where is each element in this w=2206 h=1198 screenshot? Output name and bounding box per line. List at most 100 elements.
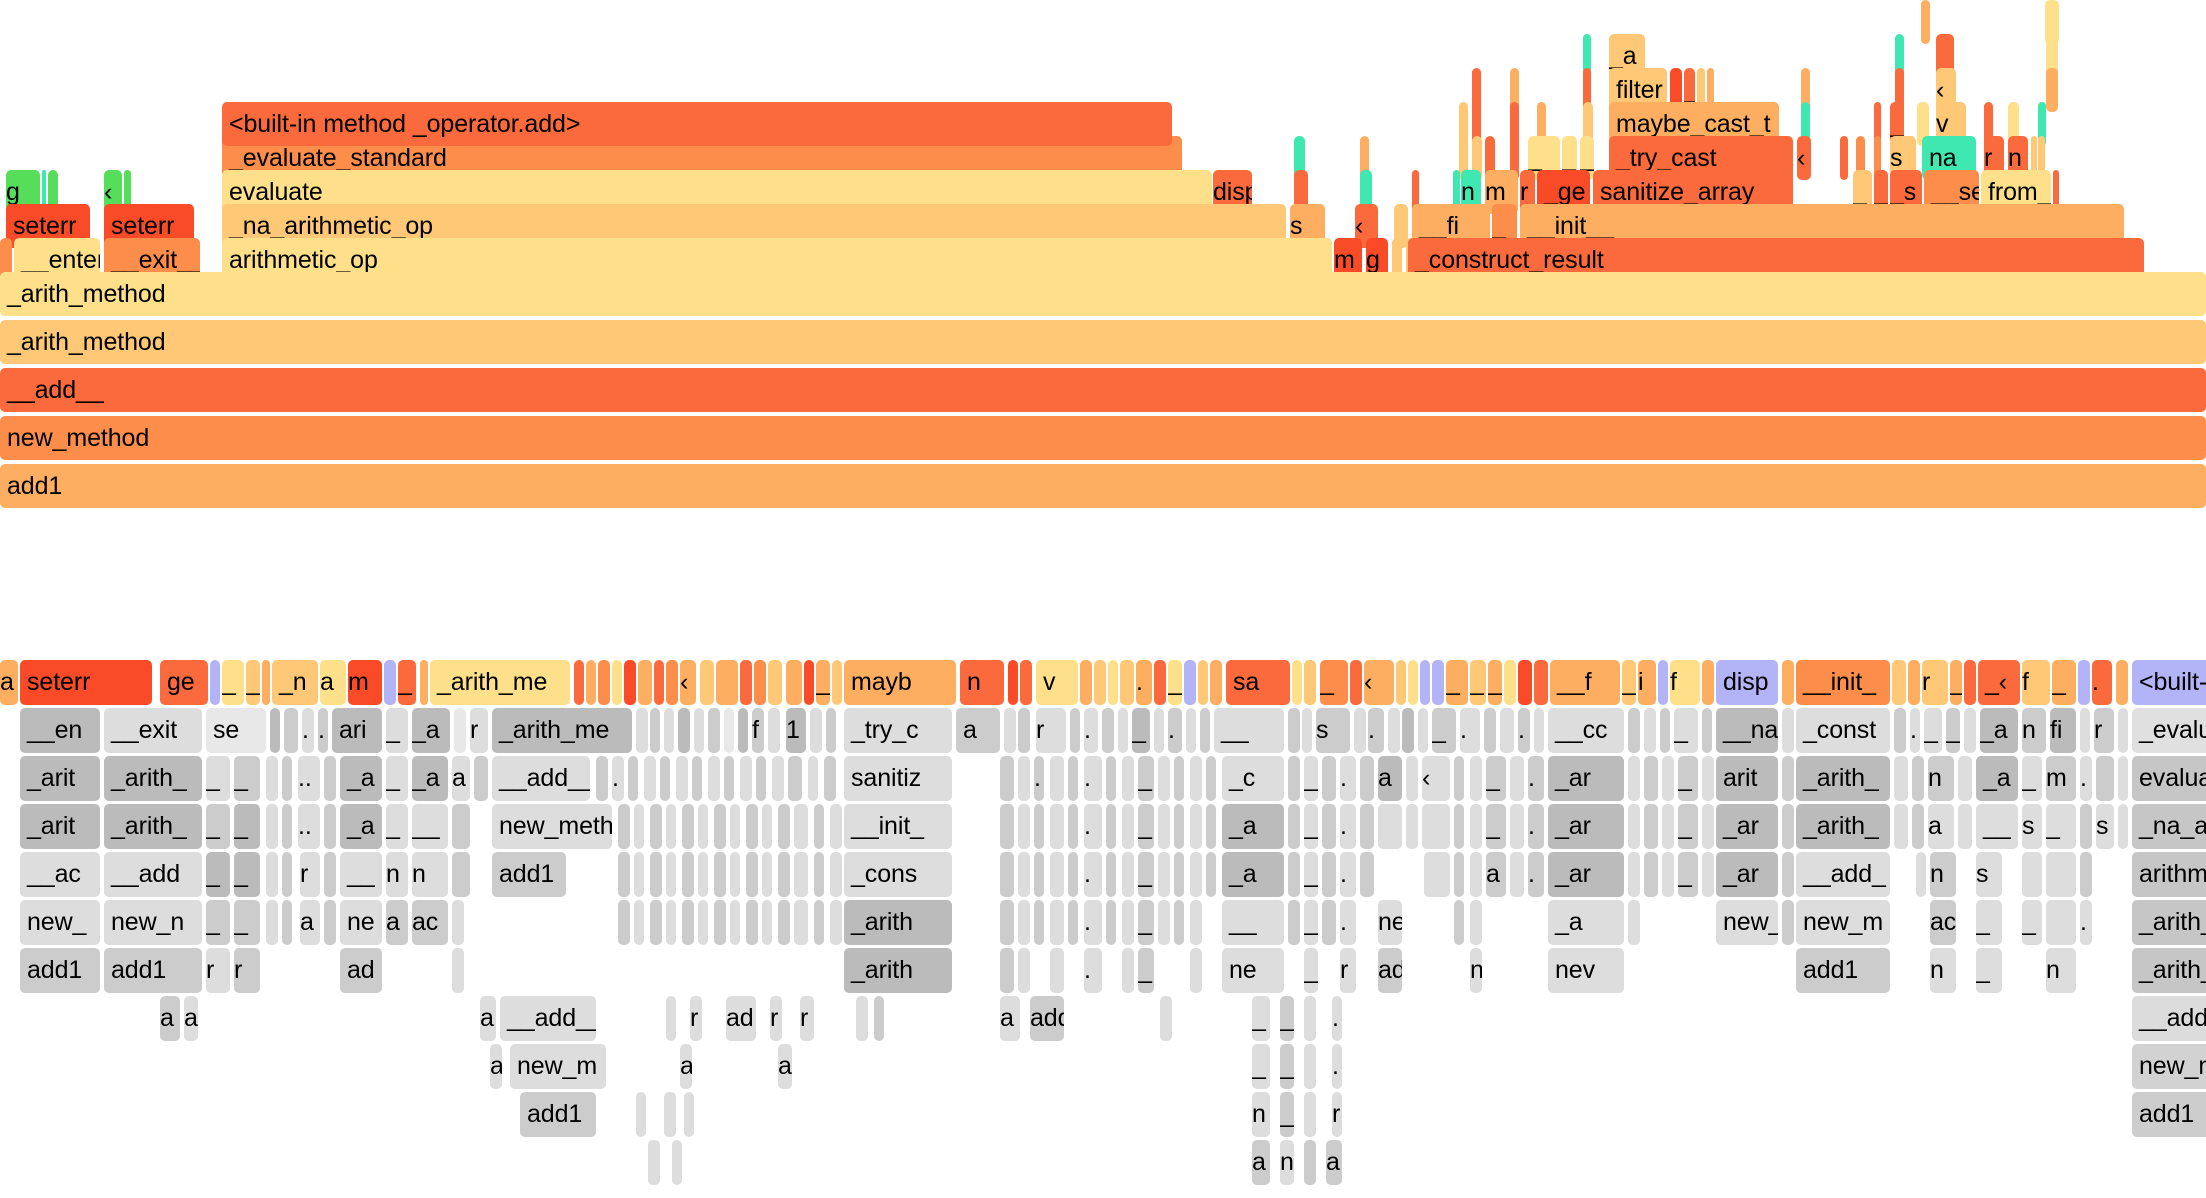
flame-frame[interactable]: arit <box>1716 756 1778 801</box>
flame-frame[interactable]: . <box>318 708 328 753</box>
flame-frame[interactable]: seterr <box>20 660 152 705</box>
flame-frame[interactable] <box>266 756 278 801</box>
flame-frame[interactable] <box>0 238 12 282</box>
flame-frame[interactable] <box>1510 68 1519 112</box>
flame-frame[interactable] <box>778 804 790 849</box>
flame-frame[interactable]: n <box>412 852 448 897</box>
flame-frame[interactable] <box>1018 948 1030 993</box>
flame-frame[interactable]: arithmetic_op <box>2132 852 2206 897</box>
flame-frame[interactable] <box>1782 852 1794 897</box>
flame-frame[interactable] <box>1670 68 1682 112</box>
flame-frame[interactable]: a <box>452 756 470 801</box>
flame-frame[interactable] <box>768 708 780 753</box>
flame-frame[interactable] <box>814 852 824 897</box>
flame-frame[interactable] <box>676 756 688 801</box>
flame-frame[interactable] <box>618 804 630 849</box>
flame-frame[interactable]: new_m <box>510 1044 606 1089</box>
flame-frame[interactable]: new <box>1378 900 1402 945</box>
flame-frame[interactable]: _ <box>1320 660 1348 705</box>
flame-frame[interactable]: s <box>2022 804 2042 849</box>
flame-frame[interactable] <box>1360 170 1372 214</box>
flame-frame[interactable]: a <box>184 996 198 1041</box>
flame-frame[interactable] <box>1154 660 1166 705</box>
flame-frame[interactable] <box>654 660 664 705</box>
flame-frame[interactable] <box>1510 102 1519 146</box>
flame-frame[interactable] <box>2080 804 2092 849</box>
flame-frame[interactable] <box>1874 136 1881 180</box>
flame-frame[interactable]: n <box>1280 1140 1294 1185</box>
flame-frame[interactable] <box>1453 170 1460 214</box>
flame-frame[interactable] <box>624 660 636 705</box>
flame-frame[interactable]: _ <box>1252 1044 1270 1089</box>
flame-frame-hero[interactable]: <built-in method _operator.add> <box>222 102 1172 146</box>
flame-frame[interactable] <box>808 756 818 801</box>
flame-frame[interactable] <box>1378 804 1402 849</box>
flame-frame[interactable] <box>2118 708 2128 753</box>
flame-frame[interactable]: _ <box>1890 102 1904 146</box>
flame-frame[interactable]: __ <box>340 852 382 897</box>
flame-frame[interactable] <box>1360 756 1374 801</box>
flame-frame[interactable] <box>824 756 836 801</box>
flame-frame[interactable] <box>2116 660 2128 705</box>
flame-frame[interactable]: . <box>1136 660 1152 705</box>
flame-frame[interactable]: _arith_ <box>104 804 202 849</box>
flame-frame[interactable] <box>324 804 336 849</box>
flame-frame[interactable] <box>830 900 842 945</box>
flame-frame[interactable]: . <box>1340 756 1356 801</box>
flame-frame[interactable]: _ <box>206 900 230 945</box>
flame-frame[interactable]: __ <box>1976 804 2018 849</box>
flame-frame[interactable]: _arith_me <box>430 660 570 705</box>
flame-frame[interactable]: _ <box>1678 804 1698 849</box>
flame-frame[interactable] <box>1583 34 1591 78</box>
flame-frame[interactable] <box>804 660 814 705</box>
flame-frame[interactable]: _arith_ <box>104 756 202 801</box>
flame-frame[interactable] <box>1154 708 1164 753</box>
flame-frame[interactable] <box>282 756 292 801</box>
flame-frame[interactable]: __init_ <box>844 804 952 849</box>
flame-frame[interactable]: ac <box>1930 900 1956 945</box>
flame-frame[interactable]: new_m <box>1796 900 1890 945</box>
flame-frame[interactable]: _ <box>1432 708 1456 753</box>
flame-frame[interactable]: ad <box>340 948 382 993</box>
flame-frame[interactable]: . <box>1034 756 1044 801</box>
flame-frame[interactable] <box>1644 852 1658 897</box>
flame-frame[interactable] <box>2118 756 2128 801</box>
flame-frame[interactable]: disp <box>1716 660 1778 705</box>
flame-frame[interactable] <box>814 804 824 849</box>
flame-frame[interactable] <box>452 900 464 945</box>
flame-frame[interactable] <box>210 660 220 705</box>
flame-frame[interactable]: ‹ <box>1797 136 1811 180</box>
flame-frame[interactable]: _ar <box>1548 852 1624 897</box>
flame-frame[interactable]: _arit <box>20 756 100 801</box>
flame-frame[interactable]: __add__ <box>492 756 590 801</box>
flame-frame[interactable] <box>1322 852 1336 897</box>
flame-frame[interactable]: __init_ <box>1796 660 1890 705</box>
flame-frame[interactable] <box>1000 756 1014 801</box>
flame-frame[interactable]: <built-in method _operator.add> <box>2132 660 2206 705</box>
flame-frame[interactable] <box>1424 852 1450 897</box>
flame-frame[interactable] <box>650 852 662 897</box>
flame-frame[interactable] <box>1916 852 1926 897</box>
flame-frame[interactable] <box>724 708 734 753</box>
flame-frame[interactable] <box>1644 756 1658 801</box>
flame-frame[interactable] <box>786 660 802 705</box>
flame-frame[interactable]: n <box>1930 852 1956 897</box>
flame-frame[interactable]: . <box>1460 708 1480 753</box>
flame-frame[interactable] <box>756 756 766 801</box>
flame-frame[interactable]: _ <box>246 660 260 705</box>
flame-frame[interactable]: . <box>1084 900 1102 945</box>
flame-frame[interactable] <box>1420 660 1430 705</box>
flame-frame[interactable] <box>714 900 726 945</box>
flame-frame[interactable]: n <box>1930 948 1956 993</box>
flame-frame[interactable] <box>634 852 644 897</box>
flame-frame[interactable]: _ <box>1853 170 1872 214</box>
flame-frame[interactable] <box>1304 1044 1316 1089</box>
flame-frame[interactable]: _ <box>1304 804 1318 849</box>
flame-frame[interactable] <box>2038 136 2045 180</box>
flame-frame[interactable]: __f <box>1550 660 1620 705</box>
flame-frame[interactable] <box>724 756 734 801</box>
flame-frame[interactable] <box>700 660 714 705</box>
flame-frame[interactable] <box>1782 900 1794 945</box>
flame-frame[interactable]: _arith_method <box>2132 948 2206 993</box>
flame-frame[interactable] <box>1210 660 1222 705</box>
